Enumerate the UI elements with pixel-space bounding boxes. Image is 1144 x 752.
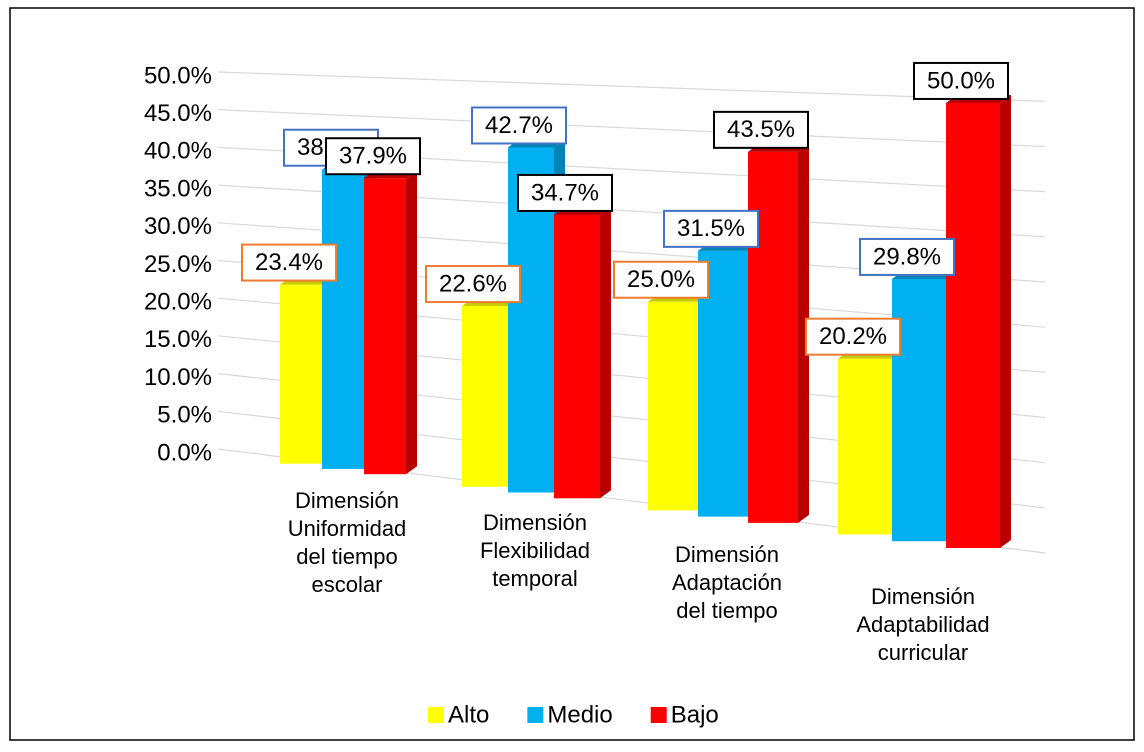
data-label-box	[663, 209, 759, 248]
y-tick-label: 30.0%	[144, 213, 212, 240]
data-label: 22.6%	[439, 270, 507, 297]
y-tick-label: 45.0%	[144, 100, 212, 127]
x-tick-label: del tiempo	[676, 598, 778, 623]
bar-side	[406, 170, 417, 475]
bar	[280, 284, 322, 464]
bar	[648, 301, 698, 511]
y-tick-label: 35.0%	[144, 175, 212, 202]
data-label-box	[805, 317, 901, 356]
x-tick-label: curricular	[878, 640, 968, 665]
y-tick-label: 25.0%	[144, 251, 212, 278]
x-tick-label: Uniformidad	[288, 516, 407, 541]
bar	[838, 358, 892, 535]
data-label-box	[517, 173, 613, 212]
grid-line	[217, 71, 1046, 102]
legend-swatch	[650, 707, 667, 723]
x-tick-label: Dimensión	[295, 488, 399, 513]
x-tick-label: Dimensión	[871, 584, 975, 609]
data-label-box	[241, 243, 337, 282]
legend-label: Bajo	[671, 701, 719, 728]
y-tick-label: 20.0%	[144, 289, 212, 316]
y-tick-label: 5.0%	[157, 402, 212, 429]
x-tick-label: Adaptabilidad	[856, 612, 989, 637]
x-tick-label: Dimensión	[483, 510, 587, 535]
y-tick-label: 50.0%	[144, 62, 212, 89]
x-tick-label: Flexibilidad	[480, 538, 590, 563]
bar	[462, 306, 508, 487]
data-label: 23.4%	[255, 249, 323, 276]
y-tick-label: 10.0%	[144, 364, 212, 391]
bar	[748, 151, 798, 523]
data-label-box	[471, 106, 567, 145]
data-label: 50.0%	[927, 67, 995, 94]
data-label-box	[859, 237, 955, 276]
y-tick-label: 0.0%	[157, 439, 212, 466]
data-label: 25.0%	[627, 266, 695, 293]
bar-side	[600, 206, 611, 499]
data-label: 29.8%	[873, 243, 941, 270]
data-label-box	[913, 61, 1009, 100]
data-label: 34.7%	[531, 179, 599, 206]
y-tick-label: 15.0%	[144, 326, 212, 353]
legend-swatch	[527, 707, 544, 723]
bar	[554, 214, 600, 499]
x-tick-label: temporal	[492, 566, 578, 591]
bar	[946, 102, 1000, 548]
legend-swatch	[428, 707, 444, 723]
data-label: 20.2%	[819, 323, 887, 350]
x-tick-label: del tiempo	[296, 544, 398, 569]
y-tick-label: 40.0%	[144, 138, 212, 165]
x-tick-label: Dimensión	[675, 542, 779, 567]
grid-line	[217, 109, 1046, 148]
bar	[364, 178, 406, 475]
data-label-box	[713, 110, 809, 149]
data-label-box	[425, 265, 521, 304]
legend-label: Alto	[448, 701, 489, 728]
data-label: 37.9%	[339, 143, 407, 170]
data-label: 42.7%	[485, 112, 553, 139]
data-label: 43.5%	[727, 116, 795, 143]
legend-label: Medio	[547, 701, 612, 728]
bar-side	[1000, 94, 1011, 548]
data-label: 31.5%	[677, 215, 745, 242]
data-label-box	[613, 260, 709, 299]
data-label-box	[325, 137, 421, 176]
bar	[322, 169, 364, 469]
x-tick-label: Adaptación	[672, 570, 782, 595]
x-tick-label: escolar	[312, 572, 383, 597]
bar-side	[798, 143, 809, 523]
